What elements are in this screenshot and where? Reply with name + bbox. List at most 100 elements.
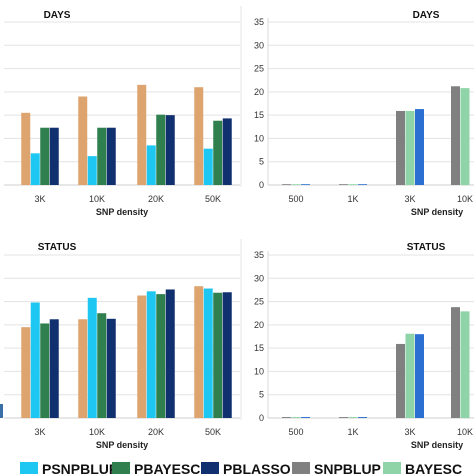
x-tick-label: 10K [457,194,473,204]
legend-label: PBAYESC [134,461,200,474]
x-tick-label: 1K [347,194,358,204]
panel-title: STATUS [38,242,77,253]
y-tick-label: 20 [254,87,264,97]
x-tick-label: 500 [288,427,303,437]
bar [97,313,107,418]
bar [396,110,405,185]
bar [358,417,367,418]
legend-label: SNPBLUP [314,461,381,474]
bar [339,184,348,185]
bar [213,292,223,418]
bar [78,319,88,418]
legend-swatch [20,462,38,474]
bar [460,88,470,185]
y-tick-label: 10 [254,133,264,143]
bar [165,115,175,185]
x-tick-label: 500 [288,194,303,204]
x-tick-label: 10K [457,427,473,437]
bar [451,86,460,185]
bar [339,417,348,418]
y-tick-label: 15 [254,343,264,353]
bar [0,404,3,418]
legend-swatch [201,462,219,474]
bar [301,417,310,418]
y-tick-label: 10 [254,366,264,376]
bar [21,112,31,185]
y-tick-label: 35 [254,17,264,27]
bar [21,327,31,418]
y-tick-label: 25 [254,64,264,74]
bar [87,156,97,185]
bar [358,184,367,185]
bar [451,307,460,418]
panel-title: DAYS [413,10,440,21]
bar [40,323,50,418]
y-tick-label: 35 [254,250,264,260]
x-tick-label: 50K [205,194,221,204]
bar [137,295,147,418]
bar [291,184,301,185]
legend-label: PSNPBLUP [42,461,118,474]
y-tick-label: 25 [254,297,264,307]
bar [348,417,358,418]
bar [348,184,358,185]
legend-label: BAYESC [405,461,462,474]
bar [282,417,291,418]
x-axis-title: SNP density [411,440,463,450]
legend-swatch [383,462,401,474]
bar [203,288,213,418]
x-tick-label: 20K [148,194,164,204]
bar [87,297,97,418]
bar [97,127,107,185]
y-tick-label: 30 [254,273,264,283]
bar [396,343,405,418]
bar [146,145,156,185]
x-tick-label: 10K [89,194,105,204]
bar [156,114,166,185]
x-axis-title: SNP density [96,207,148,217]
bar [415,109,424,185]
bar [222,118,232,185]
bar [194,286,204,418]
y-tick-label: 0 [259,180,264,190]
bar [291,417,301,418]
x-axis-title: SNP density [411,207,463,217]
bar [203,148,213,185]
panel-title: DAYS [44,10,71,21]
x-tick-label: 50K [205,427,221,437]
bar [49,319,59,418]
legend-swatch [112,462,130,474]
x-tick-label: 3K [34,194,45,204]
panel-title: STATUS [407,242,446,253]
legend-swatch [292,462,310,474]
x-tick-label: 20K [148,427,164,437]
bar [49,127,59,185]
bar [415,334,424,418]
x-tick-label: 3K [34,427,45,437]
x-tick-label: 1K [347,427,358,437]
x-tick-label: 3K [404,194,415,204]
bar [301,184,310,185]
legend-label: PBLASSO [223,461,291,474]
bar [282,184,291,185]
x-axis-title: SNP density [96,440,148,450]
y-tick-label: 5 [259,390,264,400]
bar [40,127,50,185]
y-tick-label: 30 [254,40,264,50]
y-tick-label: 15 [254,110,264,120]
bar [213,120,223,185]
bar [222,292,232,418]
bar [460,311,470,418]
x-tick-label: 3K [404,427,415,437]
bar [30,153,40,185]
y-tick-label: 5 [259,157,264,167]
bar [106,127,116,185]
x-tick-label: 10K [89,427,105,437]
y-tick-label: 0 [259,413,264,423]
bar [78,96,88,185]
bar [146,291,156,418]
bar [405,333,415,418]
bar [137,84,147,185]
bar [405,110,415,185]
